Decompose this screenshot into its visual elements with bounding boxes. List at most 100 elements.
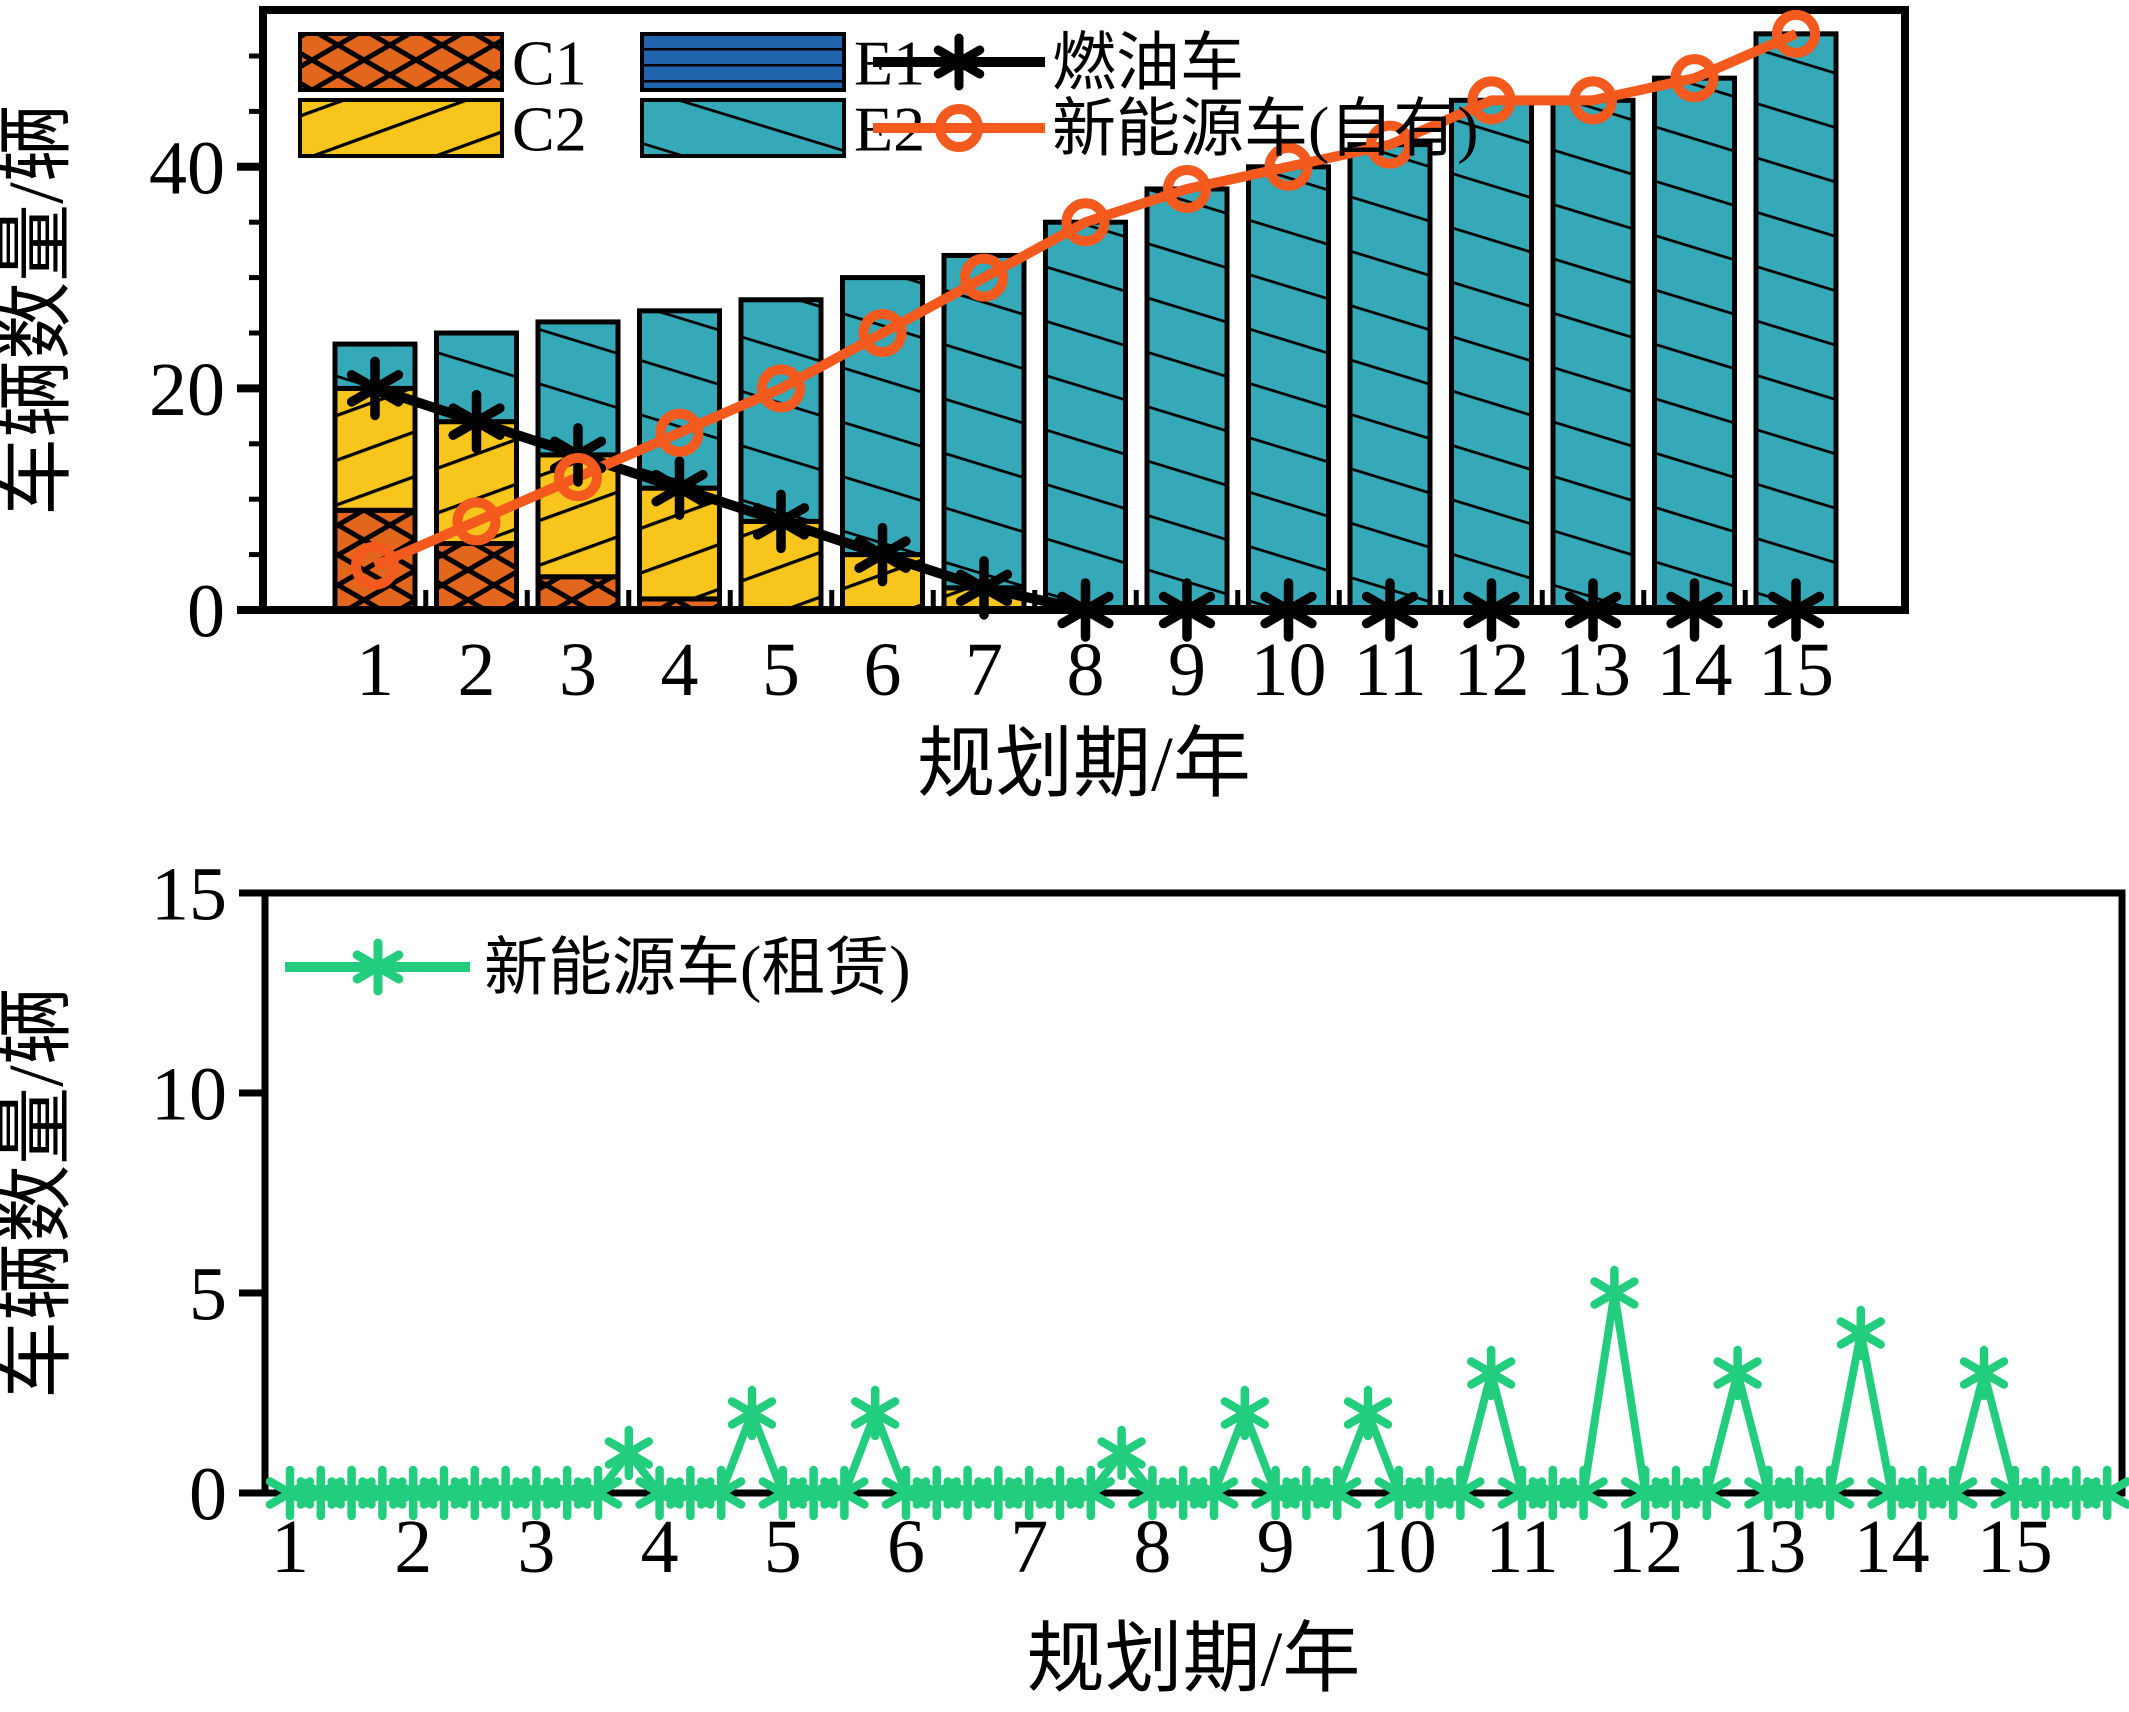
bar-segment-c1-year3 <box>535 574 621 613</box>
fuel-marker-year8 <box>1057 578 1114 642</box>
nev-owned-marker-year14 <box>1670 54 1719 103</box>
fuel-marker-year12 <box>1463 578 1520 642</box>
nev-owned-marker-year8 <box>1061 198 1110 247</box>
bar-segment-e2-year13 <box>1550 97 1636 613</box>
fuel-marker-year11 <box>1361 578 1419 642</box>
legend-marker-fuel <box>933 33 985 91</box>
bar-stack-group <box>332 31 1839 613</box>
fuel-marker-year15 <box>1767 578 1825 642</box>
legend-patch-e1 <box>640 32 846 92</box>
nev-leased-marker <box>1929 1465 1978 1521</box>
bar-segment-e2-year9 <box>1144 186 1230 613</box>
nev-leased-marker <box>1189 1465 1239 1521</box>
y-axis-title: 车辆数量/辆 <box>0 104 79 516</box>
legend-patch-c2 <box>298 98 504 158</box>
fuel-marker-year6 <box>854 522 911 587</box>
nev-leased-marker <box>1805 1465 1855 1521</box>
nev-owned-marker-year15 <box>1772 9 1820 58</box>
bar-segment-e2-year14 <box>1652 75 1737 613</box>
x-tick-label: 13 <box>1555 628 1631 712</box>
y-tick-label: 5 <box>189 1253 227 1337</box>
x-tick-label: 12 <box>1454 628 1530 712</box>
x-tick-label: 11 <box>1353 628 1426 712</box>
nev-leased-marker <box>1097 1425 1146 1481</box>
nev-leased-marker <box>573 1465 623 1521</box>
x-tick-label: 8 <box>1067 628 1105 712</box>
bar-segment-e2-year15 <box>1753 31 1839 613</box>
nev-leased-marker <box>820 1465 869 1521</box>
fuel-marker-year7 <box>955 556 1013 620</box>
legend-label-c1: C1 <box>512 27 587 98</box>
nev-leased-marker <box>1713 1345 1762 1401</box>
nev-leased-marker <box>1313 1465 1362 1521</box>
y-axis-title: 车辆数量/辆 <box>0 987 79 1399</box>
legend-label-c2: C2 <box>512 93 587 164</box>
nev-owned-marker-year2 <box>452 497 501 546</box>
y-tick-label: 0 <box>187 570 225 654</box>
x-tick-label: 4 <box>661 628 699 712</box>
nev-owned-marker-year1 <box>351 541 399 590</box>
legend-label-nev-leased: 新能源车(租赁) <box>484 932 911 1003</box>
nev-owned-marker-year7 <box>960 253 1008 302</box>
y-tick-label: 0 <box>189 1453 227 1537</box>
x-tick-label: 6 <box>864 628 902 712</box>
bar-segment-e2-year10 <box>1246 164 1331 613</box>
fuel-marker-year9 <box>1158 578 1216 642</box>
nev-leased-marker <box>1682 1465 1731 1521</box>
nev-leased-marker <box>697 1465 746 1521</box>
x-tick-label: 10 <box>1251 628 1327 712</box>
fuel-marker-year10 <box>1260 578 1317 642</box>
bar-segment-c1-year1 <box>332 507 418 613</box>
nev-leased-marker <box>1220 1385 1269 1441</box>
fuel-marker-year2 <box>448 389 505 454</box>
nev-leased-line <box>290 1292 2108 1497</box>
x-axis-title: 规划期/年 <box>917 720 1251 807</box>
bar-segment-e2-year12 <box>1449 97 1534 613</box>
y-tick-label: 40 <box>149 126 225 210</box>
x-tick-label: 3 <box>559 628 597 712</box>
legend-marker-nev-owned <box>935 104 983 152</box>
nev-leased-marker <box>851 1385 900 1441</box>
nev-leased-marker <box>2083 1465 2129 1521</box>
nev-owned-marker-year13 <box>1569 76 1617 125</box>
x-tick-label: 14 <box>1657 628 1733 712</box>
nev-leased-marker <box>1343 1385 1393 1441</box>
nev-leased-marker <box>1066 1465 1115 1521</box>
legend-label-nev-owned: 新能源车(自有) <box>1052 93 1479 164</box>
nev-leased-marker <box>1436 1465 1485 1521</box>
bar-segment-c1-year2 <box>434 541 519 613</box>
x-tick-label: 7 <box>965 628 1003 712</box>
nev-owned-marker-year10 <box>1264 142 1313 191</box>
nev-owned-marker-year6 <box>858 309 907 357</box>
nev-owned-marker-year12 <box>1467 76 1516 125</box>
y-tick-label: 15 <box>151 855 227 937</box>
nev-leased-marker <box>1467 1345 1516 1401</box>
bar-segment-e2-year8 <box>1043 219 1128 613</box>
legend-patch-e2 <box>640 98 846 158</box>
nev-owned-line <box>372 29 1799 571</box>
fuel-marker-year13 <box>1564 578 1622 642</box>
nev-leased-marker <box>1959 1345 2009 1401</box>
x-tick-label: 1 <box>356 628 394 712</box>
nev-owned-marker-year3 <box>554 453 602 502</box>
nev-leased-marker <box>1836 1305 1885 1361</box>
fuel-marker-year4 <box>651 456 708 520</box>
fuel-marker-year1 <box>346 356 404 421</box>
legend-patch-c1 <box>298 32 504 92</box>
bar-segment-e2-year7 <box>941 252 1027 591</box>
fuel-marker-year5 <box>752 489 810 554</box>
fuel-marker-year14 <box>1666 578 1723 642</box>
nev-owned-marker-year9 <box>1163 164 1211 213</box>
nev-owned-marker-year4 <box>655 408 704 457</box>
legend-marker-nev-leased <box>352 938 404 996</box>
y-tick-label: 20 <box>149 348 225 432</box>
nev-leased-marker <box>1559 1465 1608 1521</box>
nev-owned-marker-year11 <box>1366 120 1414 169</box>
legend: 新能源车(租赁) <box>285 932 911 1003</box>
x-tick-label: 2 <box>458 628 496 712</box>
nev-leased-marker <box>1590 1265 1639 1321</box>
